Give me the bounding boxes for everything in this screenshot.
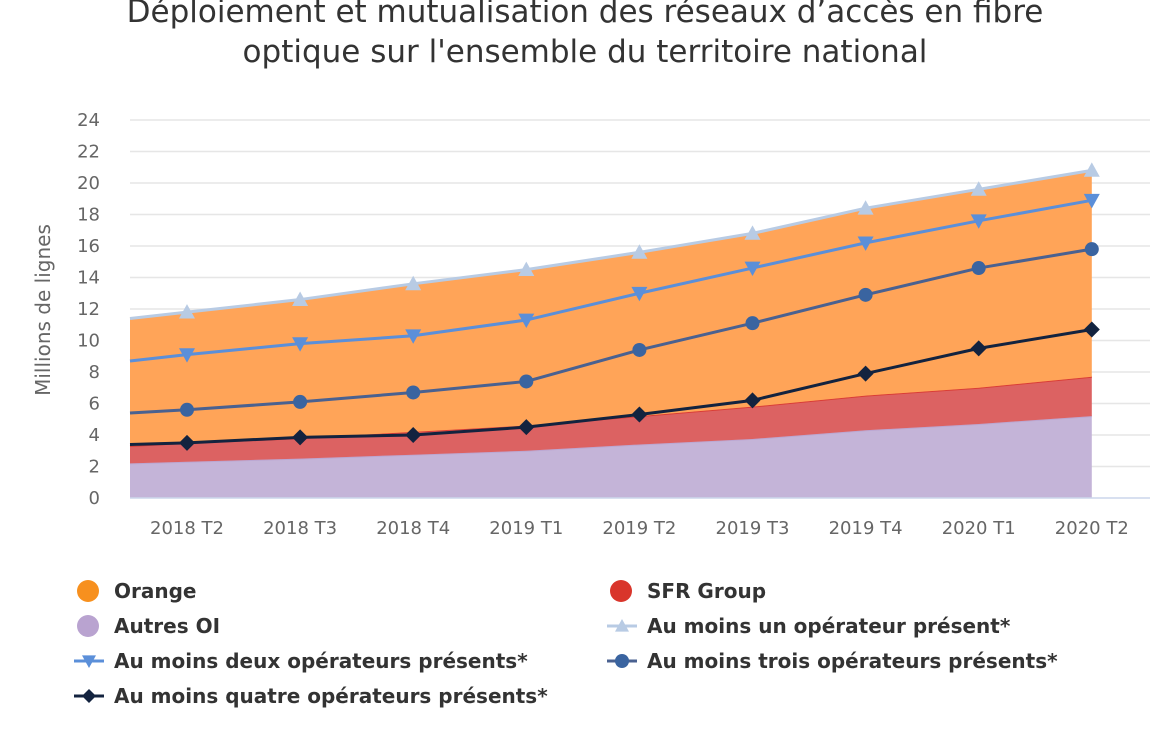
series-lines [129,162,1100,451]
y-tick-label: 6 [89,394,100,415]
series-line [129,198,1093,363]
series-line [129,168,1093,320]
y-tick-label: 24 [77,110,100,131]
x-tick-label: 2019 T1 [489,518,563,539]
data-point [292,429,309,446]
legend-swatch-icon [77,615,99,637]
data-point [971,261,986,276]
data-point [405,329,422,344]
data-point [858,287,873,302]
data-point [406,385,421,400]
legend-marker-icon [82,655,96,668]
chart-title-line: Déploiement et mutualisation des réseaux… [127,0,1044,30]
data-point [179,348,195,363]
data-point [857,236,874,251]
legend-marker-icon [615,619,629,632]
y-tick-label: 14 [77,268,100,289]
data-point [744,261,761,277]
y-tick-label: 2 [89,457,100,478]
y-tick-label: 18 [77,205,100,226]
data-point [518,261,535,277]
legend-label: Orange [114,579,196,603]
data-point [405,275,422,291]
x-tick-label: 2018 T4 [376,518,450,539]
x-tick-label: 2018 T3 [263,518,337,539]
data-point [405,427,422,443]
y-axis-label: Millions de lignes [31,224,55,396]
data-point [292,337,309,352]
data-point [631,286,648,302]
series-triangle-down [129,193,1100,363]
legend-item: Au moins un opérateur présent* [607,614,1011,638]
area-sfr-group [130,376,1092,464]
y-tick-label: 20 [77,173,100,194]
data-point [518,313,535,329]
x-tick-label: 2019 T2 [602,518,676,539]
legend-label: Autres OI [114,614,220,638]
legend-label: Au moins quatre opérateurs présents* [114,684,548,708]
stacked-areas [129,169,1092,498]
legend-item: Autres OI [77,614,220,638]
data-point [970,214,987,229]
data-point [631,244,648,259]
data-point [519,374,534,389]
data-point [1084,242,1099,257]
data-point [857,200,874,215]
y-tick-label: 8 [89,362,100,383]
x-tick-label: 2020 T2 [1055,518,1129,539]
series-triangle [129,162,1100,320]
series-line [129,327,1093,446]
data-point [1083,193,1100,209]
data-point [857,365,874,382]
chart-title: Déploiement et mutualisation des réseaux… [127,0,1044,70]
legend-item: Orange [77,579,196,603]
y-tick-label: 4 [89,425,100,446]
data-point [745,316,760,331]
legend-label: Au moins un opérateur présent* [647,614,1011,638]
data-point [631,406,648,423]
x-tick-label: 2019 T4 [829,518,903,539]
legend-item: SFR Group [610,579,766,603]
y-tick-label: 12 [77,299,100,320]
legend-marker-icon [615,654,629,668]
series-line [129,247,1093,415]
y-tick-label: 22 [77,142,100,163]
data-point [632,342,647,357]
legend-label: Au moins deux opérateurs présents* [114,649,528,673]
area-autres-oi [130,416,1092,498]
x-tick-label: 2019 T3 [716,518,790,539]
data-point [293,394,308,409]
data-point [1083,321,1100,338]
chart-title-line: optique sur l'ensemble du territoire nat… [243,34,928,70]
legend-marker-icon [82,689,96,703]
x-tick-label: 2018 T2 [150,518,224,539]
series-diamond [129,321,1100,451]
data-point [744,225,761,240]
legend-item: Au moins quatre opérateurs présents* [74,684,548,708]
legend-item: Au moins trois opérateurs présents* [607,649,1058,673]
data-point [518,419,535,436]
data-point [744,392,761,409]
data-point [292,291,309,306]
data-point [970,340,987,357]
legend-label: Au moins trois opérateurs présents* [647,649,1058,673]
y-tick-label: 10 [77,331,100,352]
data-point [180,402,194,417]
legend-swatch-icon [77,580,99,602]
data-point [970,181,987,196]
y-tick-label: 0 [89,488,100,509]
legend-label: SFR Group [647,579,766,603]
legend-item: Au moins deux opérateurs présents* [74,649,528,673]
data-point [179,304,195,319]
legend: Orange SFR Group Autres OI Au moins un opér… [74,579,1058,708]
legend-swatch-icon [610,580,632,602]
data-point [1083,162,1100,177]
series-circle [129,242,1099,417]
y-tick-label: 16 [77,236,100,257]
data-point [179,434,195,451]
x-tick-label: 2020 T1 [942,518,1016,539]
